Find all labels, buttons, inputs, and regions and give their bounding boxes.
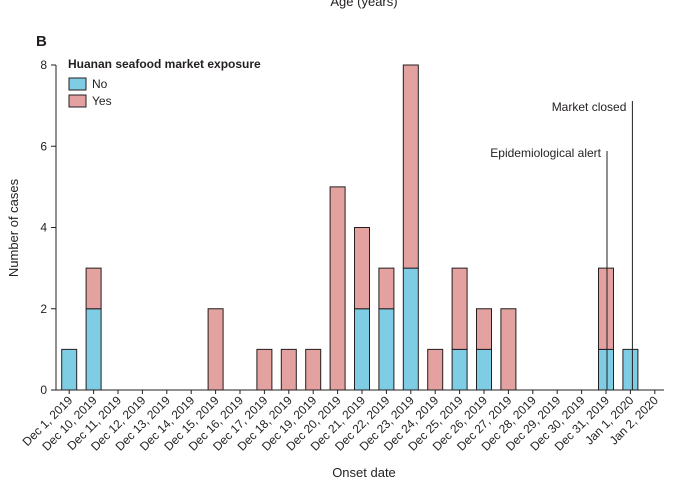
bar-segment-no xyxy=(476,348,492,391)
bar-segment-yes xyxy=(598,267,614,350)
y-tick-label: 4 xyxy=(40,221,47,235)
annotations: Epidemiological alert Market closed xyxy=(490,100,633,390)
y-axis-title: Number of cases xyxy=(6,178,21,277)
bar-segment-no xyxy=(402,267,419,391)
bar-segment-yes xyxy=(402,64,419,269)
bar-segment-yes xyxy=(305,348,322,391)
bar-segment-yes xyxy=(280,348,297,391)
bar-segment-yes xyxy=(476,308,492,350)
bar-segment-yes xyxy=(207,308,224,391)
bar-segment-yes xyxy=(85,267,102,310)
bar-segment-yes xyxy=(354,227,370,310)
legend-title: Huanan seafood market exposure xyxy=(68,57,261,71)
bar-segment-no xyxy=(378,308,395,391)
bar-segment-no xyxy=(61,348,78,391)
bar-segment-no xyxy=(85,308,102,391)
bar-segment-no xyxy=(622,348,639,391)
legend-swatch-no xyxy=(68,77,87,91)
legend-swatch-yes xyxy=(68,94,87,108)
bar-segment-yes xyxy=(500,308,517,391)
legend: Huanan seafood market exposure No Yes xyxy=(68,57,261,108)
legend-label-no: No xyxy=(92,77,108,91)
bar-segment-no xyxy=(354,308,370,391)
y-tick-label: 0 xyxy=(40,383,47,397)
bar-segment-no xyxy=(598,348,614,391)
bar-segment-no xyxy=(451,348,468,391)
panel-label: B xyxy=(36,33,47,50)
y-tick-label: 2 xyxy=(40,302,47,316)
bar-segment-yes xyxy=(256,348,273,391)
top-cut-text: Age (years) xyxy=(330,0,397,9)
legend-label-yes: Yes xyxy=(92,94,112,108)
x-axis-title: Onset date xyxy=(332,465,396,480)
bars xyxy=(61,64,639,391)
bar-segment-yes xyxy=(427,348,444,391)
annotation-label: Market closed xyxy=(552,100,627,114)
bar-segment-yes xyxy=(451,267,468,350)
bar-segment-yes xyxy=(329,186,346,391)
bar-segment-yes xyxy=(378,267,395,310)
y-tick-label: 6 xyxy=(40,139,47,153)
annotation-label: Epidemiological alert xyxy=(490,146,601,160)
y-tick-label: 8 xyxy=(40,58,47,72)
